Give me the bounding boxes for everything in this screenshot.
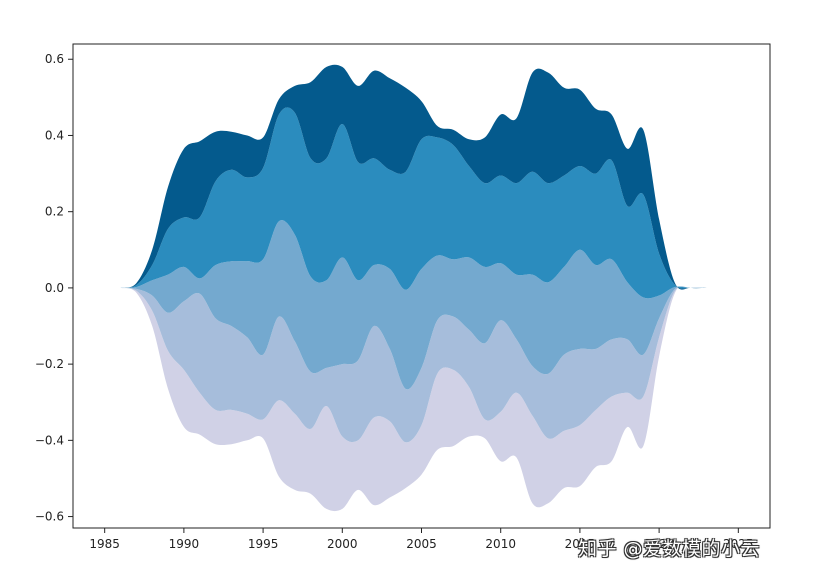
x-tick-label: 1990	[169, 537, 200, 551]
x-tick-label: 1995	[248, 537, 279, 551]
stream-layer-2	[120, 286, 723, 443]
stream-layer-3	[120, 220, 723, 390]
y-tick-label: 0.0	[45, 281, 64, 295]
stream-layer-5	[120, 64, 723, 290]
stream-layers	[120, 64, 723, 512]
y-tick-label: −0.4	[35, 433, 64, 447]
x-axis: 1985 1990 1995 2000 2005 2010 2015 2020 2025	[89, 528, 754, 551]
y-tick-label: −0.2	[35, 357, 64, 371]
y-tick-label: −0.6	[35, 510, 64, 524]
x-tick-label: 1985	[89, 537, 120, 551]
x-tick-label: 2005	[406, 537, 437, 551]
stream-layer-1	[120, 286, 723, 512]
x-tick-label: 2025	[723, 537, 754, 551]
watermark-text: 知乎 @爱数模的小云	[578, 538, 761, 560]
y-axis: 0.6 0.4 0.2 0.0 −0.2 −0.4 −0.6	[35, 52, 73, 524]
stream-layer-4	[120, 107, 723, 299]
y-tick-label: 0.6	[45, 52, 64, 66]
x-tick-label: 2020	[644, 537, 675, 551]
x-tick-label: 2000	[327, 537, 358, 551]
y-tick-label: 0.2	[45, 205, 64, 219]
y-tick-label: 0.4	[45, 128, 64, 142]
x-tick-label: 2010	[485, 537, 516, 551]
x-tick-label: 2015	[565, 537, 596, 551]
